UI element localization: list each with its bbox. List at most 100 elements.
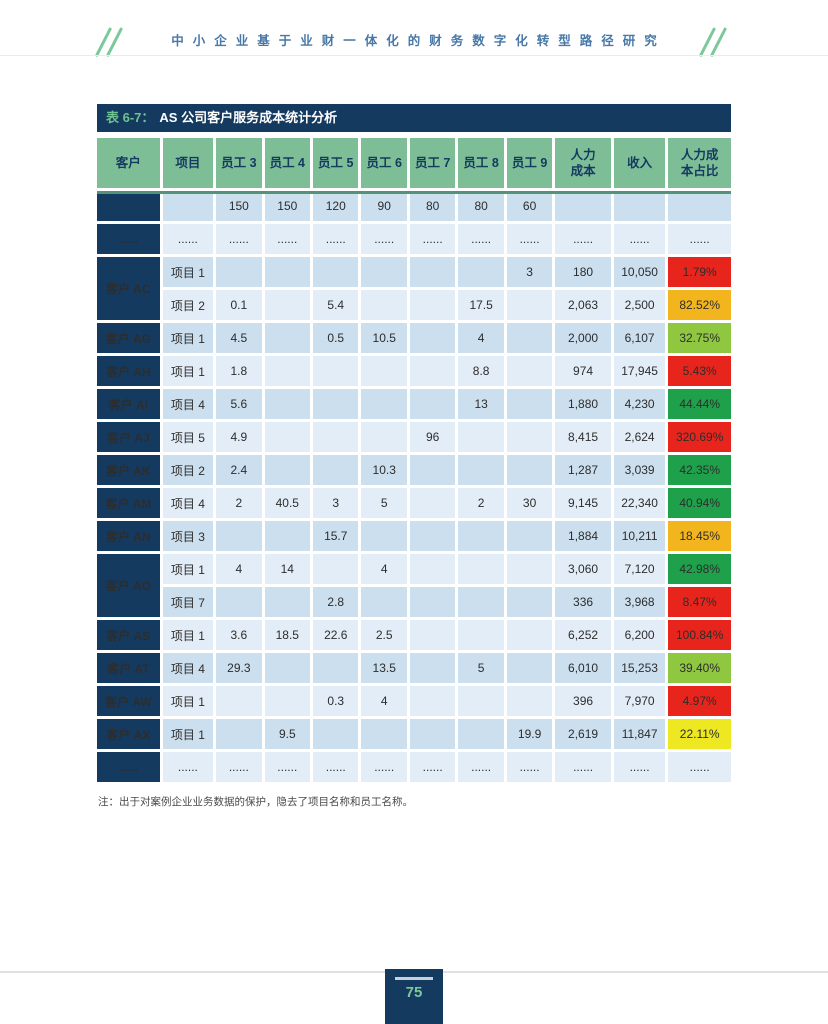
employee-value-cell (313, 719, 359, 749)
customer-cell: ...... (97, 224, 160, 254)
income-cell: 6,107 (613, 323, 666, 353)
employee-value-cell: ...... (313, 224, 359, 254)
ratio-cell: 8.47% (668, 587, 731, 617)
income-cell: 17,945 (613, 356, 666, 386)
employee-value-cell: 0.1 (216, 290, 262, 320)
project-cell: 项目 4 (162, 389, 214, 419)
employee-value-cell: 0.5 (313, 323, 359, 353)
employee-value-cell: 5.4 (313, 290, 359, 320)
employee-value-cell: 90 (361, 191, 407, 221)
employee-value-cell: 18.5 (264, 620, 311, 650)
column-header: 员工 6 (361, 138, 407, 188)
employee-value-cell (506, 554, 553, 584)
employee-value-cell (409, 356, 456, 386)
employee-value-cell (506, 686, 553, 716)
table-row: 客户 AK 项目 2 2.4 10.3 1,287 3,039 42.35% (97, 455, 731, 485)
customer-cell: 客户 AJ (97, 422, 160, 452)
income-cell: 10,050 (613, 257, 666, 287)
labor-cost-cell: 2,619 (555, 719, 611, 749)
customer-cell: 客户 AN (97, 521, 160, 551)
labor-cost-cell: 6,252 (555, 620, 611, 650)
table-row: 客户 AO 项目 1 4 14 4 3,060 7,120 42.98% (97, 554, 731, 617)
customer-cell: 客户 AS (97, 620, 160, 650)
project-cell: ...... (162, 752, 214, 782)
income-cell: 6,200 (613, 620, 666, 650)
ratio-cell: 82.52% (668, 290, 731, 320)
ratio-cell: 44.44% (668, 389, 731, 419)
employee-value-cell: ...... (506, 752, 553, 782)
employee-value-cell (506, 521, 553, 551)
labor-cost-cell: 1,884 (555, 521, 611, 551)
income-cell: 22,340 (613, 488, 666, 518)
income-cell: 2,624 (613, 422, 666, 452)
employee-value-cell (264, 521, 311, 551)
project-cell: ...... (162, 224, 214, 254)
income-cell: 2,500 (613, 290, 666, 320)
employee-value-cell (313, 653, 359, 683)
employee-value-cell (458, 422, 504, 452)
labor-cost-cell: 180 (555, 257, 611, 287)
project-cell: 项目 2 (162, 455, 214, 485)
employee-value-cell (361, 389, 407, 419)
labor-cost-cell: 1,880 (555, 389, 611, 419)
labor-cost-cell: 9,145 (555, 488, 611, 518)
double-slash-icon (698, 26, 727, 58)
employee-value-cell: ...... (409, 752, 456, 782)
employee-value-cell (264, 290, 311, 320)
table-row: 客户 AS 项目 1 3.6 18.5 22.6 2.5 6,252 6,200 100.84% (97, 620, 731, 650)
page-number-rule (395, 977, 433, 980)
employee-value-cell: ...... (313, 752, 359, 782)
table-row: 客户 AT 项目 4 29.3 13.5 5 6,010 15,253 39.40% (97, 653, 731, 683)
income-cell: 4,230 (613, 389, 666, 419)
project-cell (162, 191, 214, 221)
employee-value-cell (216, 257, 262, 287)
customer-cell: 客户 AG (97, 323, 160, 353)
employee-value-cell (313, 554, 359, 584)
employee-value-cell (458, 719, 504, 749)
employee-value-cell: 10.3 (361, 455, 407, 485)
ratio-cell: 32.75% (668, 323, 731, 353)
table-row: 客户 AX 项目 1 9.5 19.9 2,619 11,847 22.11% (97, 719, 731, 749)
column-header: 收入 (613, 138, 666, 188)
employee-value-cell: 2 (458, 488, 504, 518)
project-cell: 项目 2 (162, 290, 214, 320)
customer-cell: 客户 AO (97, 554, 160, 617)
labor-cost-cell: 2,063 (555, 290, 611, 320)
employee-value-cell: ...... (264, 752, 311, 782)
employee-value-cell (264, 653, 311, 683)
employee-value-cell: 4.9 (216, 422, 262, 452)
employee-value-cell (361, 719, 407, 749)
project-cell: 项目 4 (162, 653, 214, 683)
customer-cell: 客户 AT (97, 653, 160, 683)
labor-cost-cell: 1,287 (555, 455, 611, 485)
employee-value-cell (313, 257, 359, 287)
customer-cell: ...... (97, 752, 160, 782)
employee-value-cell: ...... (458, 224, 504, 254)
labor-cost-cell (555, 191, 611, 221)
customer-cell: 客户 AM (97, 488, 160, 518)
column-header: 员工 7 (409, 138, 456, 188)
employee-value-cell: 5 (458, 653, 504, 683)
employee-value-cell: 8.8 (458, 356, 504, 386)
income-cell (613, 191, 666, 221)
employee-value-cell (313, 356, 359, 386)
employee-value-cell: 3.6 (216, 620, 262, 650)
employee-value-cell: 2 (216, 488, 262, 518)
employee-value-cell (216, 719, 262, 749)
customer-cell: 客户 AK (97, 455, 160, 485)
table-row: 客户 AC 项目 1 3 180 10,050 1.79% (97, 257, 731, 320)
employee-value-cell: 40.5 (264, 488, 311, 518)
ratio-cell: 100.84% (668, 620, 731, 650)
employee-value-cell (361, 422, 407, 452)
table-body: 150 150 120 90 80 80 60.......................… (97, 191, 731, 782)
labor-cost-cell: ...... (555, 752, 611, 782)
employee-value-cell: 22.6 (313, 620, 359, 650)
page-number-box: 75 (385, 969, 443, 1024)
column-header: 客户 (97, 138, 160, 188)
employee-value-cell (409, 521, 456, 551)
employee-value-cell (506, 389, 553, 419)
employee-value-cell: 2.8 (313, 587, 359, 617)
employee-value-cell: 80 (409, 191, 456, 221)
employee-value-cell (409, 488, 456, 518)
